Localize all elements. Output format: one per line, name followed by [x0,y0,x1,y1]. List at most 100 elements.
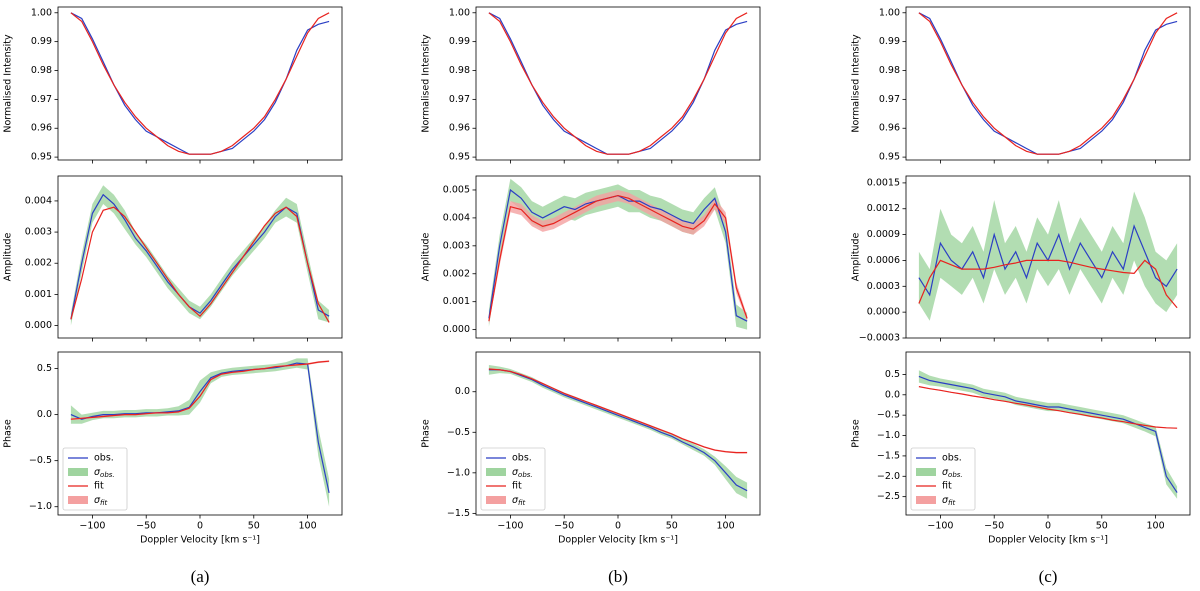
legend-swatch [916,468,936,476]
plot-area [70,12,330,155]
legend-label: fit [942,481,952,492]
legend-label: obs. [512,453,532,464]
y-tick-label: 0.5 [37,363,52,374]
legend-symbol: σ [512,495,519,506]
plot-area [918,191,1178,321]
y-axis-label: Phase [851,419,862,448]
y-tick-label: 1.00 [449,7,470,18]
caption: (a) [191,567,210,586]
plot-area [70,358,330,507]
error-band [488,368,748,454]
y-tick-label: 0.99 [879,36,900,47]
y-tick-label: 0.97 [31,94,52,105]
y-axis-label: Normalised Intensity [851,34,862,133]
legend-subscript: fit [948,499,956,507]
y-tick-label: 0.0000 [867,307,900,318]
x-axis-label: Doppler Velocity [km s⁻¹] [140,535,260,546]
y-tick-label: 0.000 [443,324,470,335]
y-tick-label: 0.99 [449,36,470,47]
legend-subscript: fit [518,499,526,507]
plot-area [918,370,1178,499]
legend-label: σfit [512,495,526,508]
y-tick-label: 0.5 [885,369,900,380]
y-tick-label: 0.97 [879,94,900,105]
legend-swatch [68,496,88,504]
y-tick-label: 0.003 [443,240,470,251]
legend-symbol: σ [942,467,949,478]
y-tick-label: 0.97 [449,94,470,105]
plot-area [488,178,748,330]
y-tick-label: 1.00 [31,7,52,18]
x-tick-label: 50 [1096,521,1108,532]
y-tick-label: 0.002 [25,258,52,269]
y-tick-label: 0.003 [25,227,52,238]
legend-label: σfit [94,495,108,508]
x-tick-label: 0 [197,521,203,532]
y-tick-label: 0.0012 [867,203,900,214]
y-tick-label: −1.0 [447,467,470,478]
axes-frame [57,6,343,161]
data-line [70,360,330,420]
x-tick-label: 100 [717,521,735,532]
plot-area [488,12,748,155]
y-tick-label: 0.004 [443,212,470,223]
y-tick-label: 0.98 [449,65,470,76]
data-line [70,12,330,155]
y-tick-label: 0.0003 [867,281,900,292]
data-line [70,12,330,155]
y-tick-label: 0.0009 [867,229,900,240]
y-tick-label: −0.5 [29,455,52,466]
legend-label: obs. [942,453,962,464]
y-tick-label: −1.0 [877,430,900,441]
x-tick-label: −50 [554,521,574,532]
legend-symbol: σ [942,495,949,506]
y-tick-label: 1.00 [879,7,900,18]
plot-area [70,185,330,326]
legend-symbol: σ [512,467,519,478]
legend-subscript: obs. [100,471,115,479]
legend-label: obs. [94,453,114,464]
y-tick-label: 0.98 [879,65,900,76]
y-tick-label: −1.5 [877,450,900,461]
y-tick-label: 0.96 [449,123,470,134]
data-line [70,206,330,323]
x-tick-label: −100 [497,521,523,532]
error-band [488,178,748,330]
y-tick-label: 0.95 [31,152,52,163]
y-tick-label: 0.96 [879,123,900,134]
y-tick-label: 0.001 [443,296,470,307]
y-tick-label: 0.001 [25,289,52,300]
caption: (c) [1039,567,1058,586]
legend-label: σfit [942,495,956,508]
y-tick-label: 0.004 [25,195,52,206]
legend-swatch [68,468,88,476]
legend-label: fit [94,481,104,492]
y-tick-label: 0.0006 [867,255,900,266]
data-line [488,12,748,155]
legend-box [62,447,128,511]
x-tick-label: 50 [666,521,678,532]
x-tick-label: −100 [79,521,105,532]
legend-subscript: fit [100,499,108,507]
y-tick-label: 0.005 [443,184,470,195]
y-tick-label: −1.0 [29,501,52,512]
y-axis-label: Normalised Intensity [421,34,432,133]
y-tick-label: −1.5 [447,508,470,519]
y-tick-label: −0.5 [877,410,900,421]
legend-subscript: obs. [518,471,533,479]
y-tick-label: −0.0003 [859,333,900,344]
y-tick-label: 0.95 [879,152,900,163]
x-axis-label: Doppler Velocity [km s⁻¹] [558,535,678,546]
axes-frame [475,6,761,161]
y-tick-label: 0.95 [449,152,470,163]
legend-label: σobs. [942,467,963,480]
y-axis-label: Phase [3,419,14,448]
legend-subscript: obs. [948,471,963,479]
y-axis-label: Amplitude [421,233,432,282]
y-axis-label: Normalised Intensity [3,34,14,133]
y-tick-label: 0.0 [885,389,900,400]
x-tick-label: −50 [984,521,1004,532]
